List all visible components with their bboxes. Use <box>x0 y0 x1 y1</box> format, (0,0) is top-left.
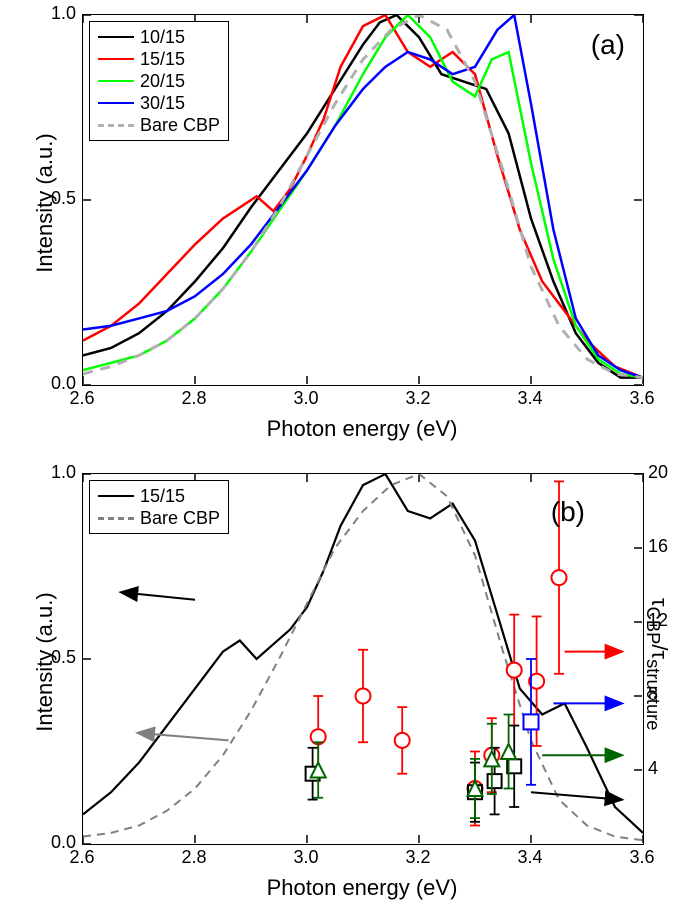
figure: (a) 10/1515/1520/1530/15Bare CBP Photon … <box>0 0 685 923</box>
panel-b-legend: 15/15Bare CBP <box>89 480 229 534</box>
legend-item: 30/15 <box>98 92 220 114</box>
legend-label: 15/15 <box>140 486 185 507</box>
legend-item: 10/15 <box>98 26 220 48</box>
legend-label: 30/15 <box>140 93 185 114</box>
y2tick-label: 16 <box>648 536 682 557</box>
legend-swatch <box>98 495 134 498</box>
legend-swatch <box>98 517 134 520</box>
y2tick-label: 8 <box>648 684 682 705</box>
ytick-label: 0.0 <box>30 832 76 853</box>
ytick-label: 0.5 <box>30 188 76 209</box>
ytick-label: 1.0 <box>30 3 76 24</box>
legend-label: Bare CBP <box>140 115 220 136</box>
y2tick-label: 20 <box>648 462 682 483</box>
legend-swatch <box>98 80 134 83</box>
legend-label: 10/15 <box>140 27 185 48</box>
panel-a-legend: 10/1515/1520/1530/15Bare CBP <box>89 21 229 141</box>
ytick-label: 0.0 <box>30 373 76 394</box>
xtick-label: 2.8 <box>174 388 214 409</box>
legend-swatch <box>98 36 134 39</box>
legend-swatch <box>98 102 134 105</box>
panel-a-plot-area: (a) 10/1515/1520/1530/15Bare CBP <box>82 14 644 386</box>
xtick-label: 3.6 <box>622 847 662 868</box>
panel-a-label: (a) <box>591 29 625 61</box>
markers-tau-red <box>311 481 567 825</box>
xtick-label: 3.2 <box>398 847 438 868</box>
xtick-label: 3.0 <box>286 388 326 409</box>
xtick-label: 3.4 <box>510 847 550 868</box>
xtick-label: 3.0 <box>286 847 326 868</box>
markers-tau-black <box>306 726 522 822</box>
legend-swatch <box>98 58 134 61</box>
legend-label: 20/15 <box>140 71 185 92</box>
xtick-label: 2.8 <box>174 847 214 868</box>
xtick-label: 3.4 <box>510 388 550 409</box>
legend-label: 15/15 <box>140 49 185 70</box>
y2tick-label: 12 <box>648 610 682 631</box>
annotation-arrow <box>139 733 229 740</box>
legend-item: 15/15 <box>98 48 220 70</box>
legend-item: 20/15 <box>98 70 220 92</box>
panel-b-label: (b) <box>551 496 585 528</box>
annotation-arrow <box>531 792 621 799</box>
y2tick-label: 4 <box>648 758 682 779</box>
legend-item: 15/15 <box>98 485 220 507</box>
legend-item: Bare CBP <box>98 507 220 529</box>
legend-item: Bare CBP <box>98 114 220 136</box>
xtick-label: 3.2 <box>398 388 438 409</box>
panel-a: (a) 10/1515/1520/1530/15Bare CBP Photon … <box>0 0 685 460</box>
panel-b-ylabel2: τCBP/τstructure <box>642 479 672 849</box>
markers-tau-green <box>311 715 516 819</box>
xtick-label: 3.6 <box>622 388 662 409</box>
legend-swatch <box>98 124 134 127</box>
annotation-arrow <box>122 592 195 599</box>
ytick-label: 1.0 <box>30 462 76 483</box>
panel-a-xlabel: Photon energy (eV) <box>82 416 642 442</box>
panel-b-plot-area: (b) 15/15Bare CBP <box>82 473 644 845</box>
panel-b: (b) 15/15Bare CBP Photon energy (eV) Int… <box>0 465 685 923</box>
panel-b-xlabel: Photon energy (eV) <box>82 875 642 901</box>
ytick-label: 0.5 <box>30 647 76 668</box>
legend-label: Bare CBP <box>140 508 220 529</box>
